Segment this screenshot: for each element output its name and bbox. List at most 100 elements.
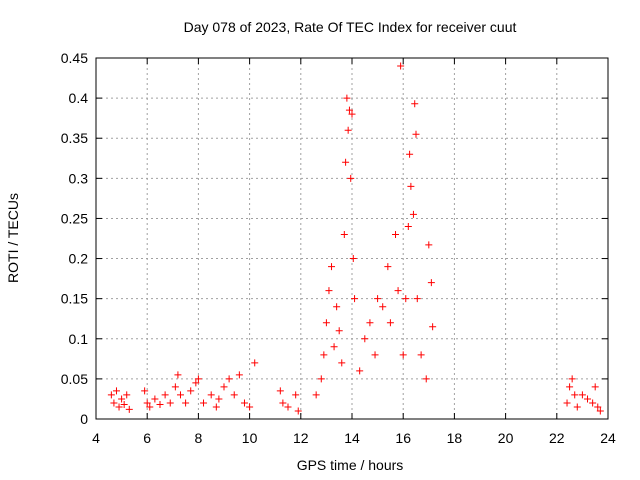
data-point — [182, 399, 190, 407]
data-point — [284, 403, 292, 411]
data-point — [240, 399, 248, 407]
y-tick-label: 0.2 — [69, 251, 89, 267]
data-point — [399, 351, 407, 359]
data-point — [404, 222, 412, 230]
x-tick-label: 14 — [344, 430, 360, 446]
data-point — [566, 383, 574, 391]
data-point — [343, 94, 351, 102]
data-point — [317, 375, 325, 383]
data-point — [394, 287, 402, 295]
data-point — [151, 395, 159, 403]
x-tick-label: 12 — [293, 430, 309, 446]
data-point — [406, 150, 414, 158]
data-point — [212, 403, 220, 411]
data-point — [591, 383, 599, 391]
data-point — [215, 395, 223, 403]
data-point — [251, 359, 259, 367]
data-point — [161, 391, 169, 399]
data-point — [563, 399, 571, 407]
data-point — [347, 174, 355, 182]
data-point — [412, 130, 420, 138]
y-tick-label: 0.1 — [69, 331, 89, 347]
x-tick-label: 22 — [549, 430, 565, 446]
data-point — [345, 106, 353, 114]
y-tick-label: 0.25 — [61, 210, 88, 226]
data-point — [356, 367, 364, 375]
data-point — [123, 391, 131, 399]
data-point — [349, 255, 357, 263]
data-point — [425, 241, 433, 249]
data-point — [340, 230, 348, 238]
data-point — [200, 399, 208, 407]
data-point — [107, 391, 115, 399]
x-tick-label: 8 — [195, 430, 203, 446]
data-point — [112, 387, 120, 395]
data-point — [374, 295, 382, 303]
data-point — [596, 407, 604, 415]
data-point — [330, 343, 338, 351]
data-point — [110, 399, 118, 407]
data-point — [143, 399, 151, 407]
data-point — [235, 371, 243, 379]
data-point — [384, 263, 392, 271]
data-point — [279, 399, 287, 407]
y-tick-label: 0.05 — [61, 371, 88, 387]
data-point — [422, 375, 430, 383]
data-point — [292, 391, 300, 399]
data-point — [328, 263, 336, 271]
y-tick-label: 0.45 — [61, 50, 88, 66]
data-point — [194, 375, 202, 383]
tick-layer: 4 6 8 10 12 14 16 18 20 22 24 0 0.05 0.1 0.15 0.2 0.25 0.… — [61, 50, 616, 446]
x-tick-label: 20 — [498, 430, 514, 446]
data-point — [348, 110, 356, 118]
data-point — [174, 371, 182, 379]
data-point — [141, 387, 149, 395]
data-point — [568, 375, 576, 383]
data-point — [176, 391, 184, 399]
data-point — [427, 279, 435, 287]
x-tick-label: 6 — [143, 430, 151, 446]
data-point — [146, 403, 154, 411]
data-point — [246, 403, 254, 411]
x-axis-label: GPS time / hours — [297, 457, 404, 473]
data-point — [115, 403, 123, 411]
data-point — [338, 359, 346, 367]
y-tick-label: 0.15 — [61, 291, 88, 307]
data-point — [225, 375, 233, 383]
data-point — [429, 323, 437, 331]
data-point — [573, 403, 581, 411]
data-point — [402, 295, 410, 303]
data-point — [351, 295, 359, 303]
data-point — [361, 335, 369, 343]
y-axis-label: ROTI / TECUs — [5, 193, 21, 283]
data-point — [220, 383, 228, 391]
y-tick-label: 0 — [80, 411, 88, 427]
data-point — [192, 379, 200, 387]
data-point — [325, 287, 333, 295]
data-point — [118, 395, 126, 403]
data-point — [594, 403, 602, 411]
y-tick-label: 0.4 — [69, 90, 89, 106]
data-point — [342, 158, 350, 166]
data-points — [107, 62, 604, 415]
data-point — [386, 319, 394, 327]
x-tick-label: 16 — [395, 430, 411, 446]
data-point — [187, 387, 195, 395]
data-point — [207, 391, 215, 399]
data-point — [392, 230, 400, 238]
data-point — [335, 327, 343, 335]
data-point — [371, 351, 379, 359]
data-point — [333, 303, 341, 311]
x-tick-label: 24 — [600, 430, 616, 446]
data-point — [166, 399, 174, 407]
data-point — [397, 62, 405, 70]
data-point — [156, 401, 164, 409]
data-point — [584, 395, 592, 403]
x-tick-label: 4 — [92, 430, 100, 446]
data-point — [230, 391, 238, 399]
data-point — [322, 319, 330, 327]
data-point — [344, 126, 352, 134]
x-tick-label: 10 — [242, 430, 258, 446]
data-point — [366, 319, 374, 327]
